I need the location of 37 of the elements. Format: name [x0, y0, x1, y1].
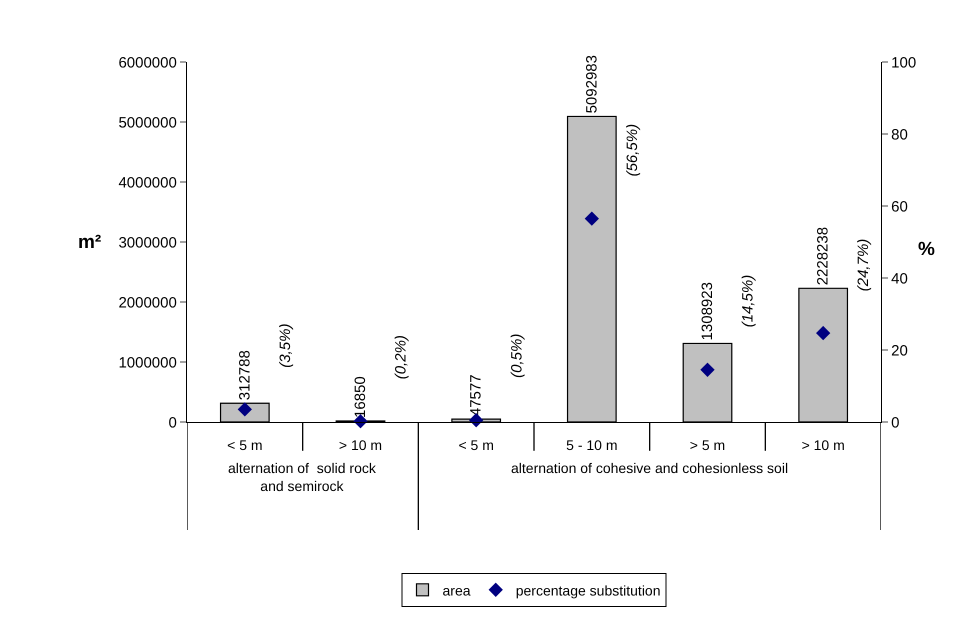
y-tick-label: 2000000	[118, 294, 177, 312]
y-tick-label: 1000000	[118, 354, 177, 372]
data-label: (0,2%)	[392, 335, 410, 380]
legend-label: percentage substitution	[516, 582, 660, 598]
data-label: 1308923	[699, 282, 716, 340]
y2-tick-label: 80	[891, 126, 908, 144]
y2-tick-label: 60	[891, 198, 908, 216]
y2-axis-title: %	[918, 239, 935, 260]
data-label: (0,5%)	[508, 334, 526, 378]
y2-tick-label: 20	[891, 342, 908, 360]
legend-label: area	[442, 582, 471, 598]
data-label: 47577	[468, 374, 485, 416]
y-tick-label: 5000000	[118, 114, 177, 132]
data-label: (56,5%)	[624, 124, 642, 176]
y-tick-label: 6000000	[118, 54, 177, 72]
x-tick-label: > 10 m	[802, 436, 845, 453]
text: alternation of solid rock and semirock	[228, 460, 377, 494]
x-tick-label: > 5 m	[690, 436, 726, 453]
data-label: (24,7%)	[855, 238, 872, 292]
data-label: 2228238	[814, 226, 832, 286]
x-tick-label: < 5 m	[458, 436, 494, 453]
y2-tick-label: 100	[891, 54, 916, 72]
x-tick-label: 5 - 10 m	[566, 436, 618, 453]
y2-tick-label: 0	[891, 414, 900, 432]
x-tick-label: < 5 m	[227, 436, 263, 453]
data-label: 312788	[236, 350, 254, 400]
data-label: 16850	[352, 376, 369, 418]
data-label: 5092983	[583, 55, 600, 114]
text: alternation of cohesive and cohesionless soil	[511, 460, 788, 476]
y-tick-label: 4000000	[118, 174, 177, 192]
y2-tick-label: 40	[891, 270, 908, 288]
data-label: (14,5%)	[740, 274, 757, 328]
data-label: (3,5%)	[276, 324, 294, 368]
y-tick-label: 3000000	[118, 234, 177, 252]
y-tick-label: 0	[168, 414, 177, 432]
x-tick-label: > 10 m	[338, 436, 382, 453]
y-axis-title: m²	[78, 232, 102, 253]
